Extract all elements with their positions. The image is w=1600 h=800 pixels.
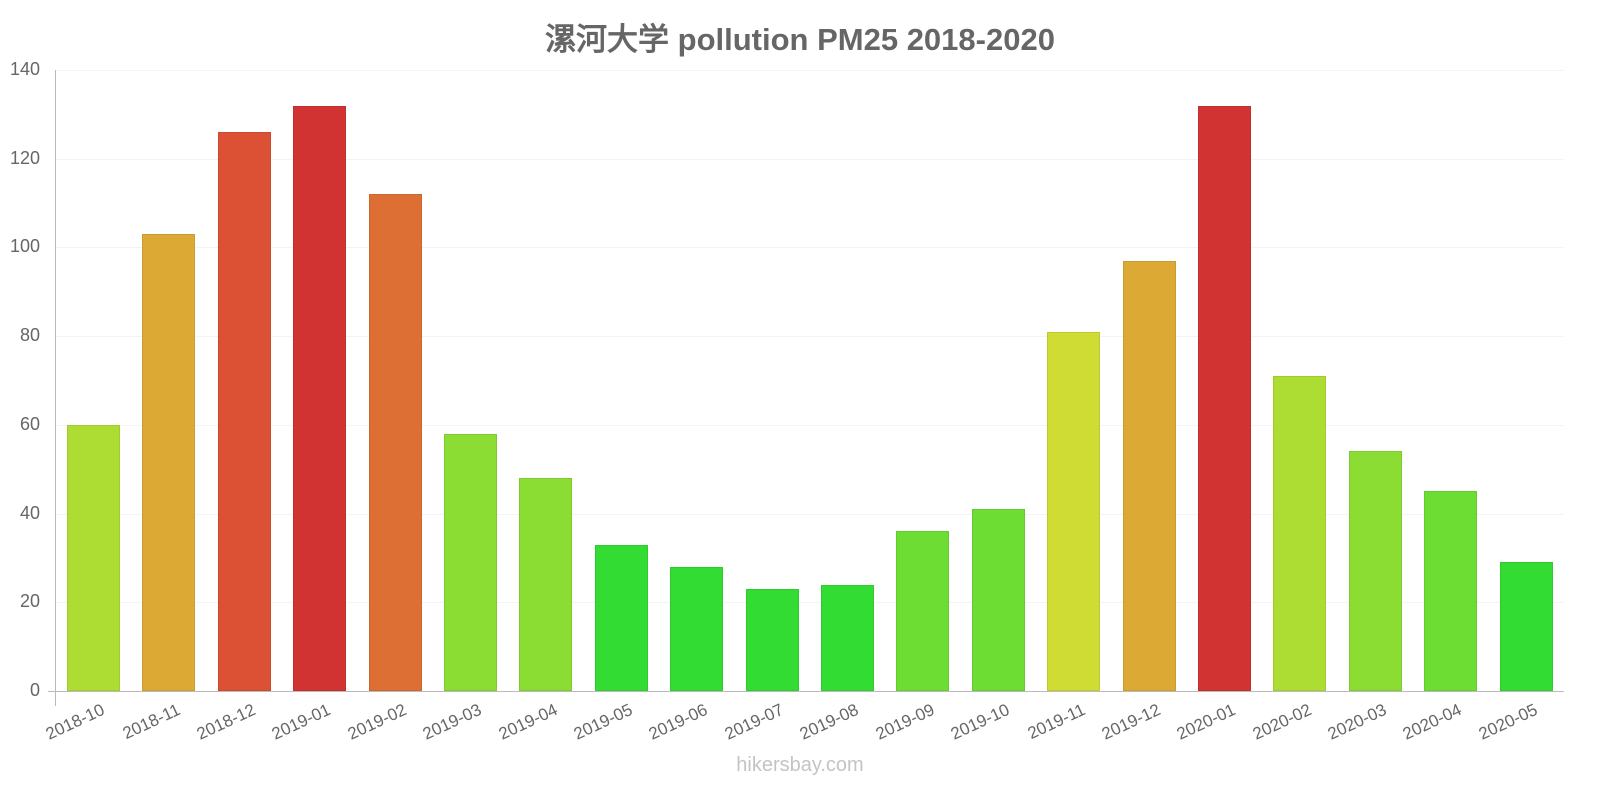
bar-2019-12[interactable] [1122, 260, 1176, 691]
plot-area [56, 70, 1564, 691]
bar-2020-05[interactable] [1499, 562, 1553, 691]
y-tick-label: 60 [19, 413, 40, 434]
x-tick-label: 2019-03 [419, 700, 485, 744]
x-tick-label: 2019-10 [947, 700, 1013, 744]
x-tick-label: 2019-01 [269, 700, 334, 744]
bar-2019-01[interactable] [293, 105, 347, 691]
x-tick-label: 2019-05 [570, 700, 636, 744]
bar-2019-07[interactable] [745, 588, 799, 691]
bar-2018-11[interactable] [142, 234, 196, 691]
y-axis-line [55, 70, 56, 706]
x-tick-label: 2019-08 [796, 700, 862, 744]
gridline [56, 513, 1564, 515]
x-tick-label: 2019-07 [721, 700, 787, 744]
x-axis-line [48, 691, 1564, 692]
y-tick-label: 140 [9, 59, 40, 79]
bar-2019-02[interactable] [368, 194, 422, 691]
y-tick-label: 0 [29, 680, 40, 700]
bar-2019-08[interactable] [821, 584, 874, 691]
x-tick-label: 2020-01 [1173, 700, 1239, 744]
gridline [56, 424, 1564, 426]
x-tick-label: 2018-12 [193, 700, 259, 744]
y-tick-label: 20 [19, 591, 40, 612]
y-tick-label: 40 [19, 502, 40, 523]
x-tick-label: 2019-04 [495, 700, 560, 744]
gridline [56, 158, 1564, 160]
x-tick-label: 2020-02 [1249, 700, 1314, 744]
bar-2019-11[interactable] [1047, 331, 1101, 691]
y-tick-label: 120 [9, 147, 40, 168]
bar-2019-03[interactable] [444, 433, 497, 691]
x-tick-label: 2019-02 [344, 700, 410, 744]
y-tick-label: 100 [9, 236, 40, 257]
x-tick-label: 2019-12 [1098, 700, 1164, 744]
x-tick-label: 2018-10 [42, 700, 108, 744]
bar-2019-06[interactable] [670, 566, 724, 691]
x-tick-label: 2020-04 [1400, 700, 1465, 744]
gridline [56, 336, 1564, 338]
bar-2018-12[interactable] [217, 132, 271, 691]
gridline [56, 602, 1564, 604]
x-tick-label: 2019-09 [872, 700, 937, 744]
y-tick-label: 80 [19, 325, 40, 346]
gridline [56, 70, 1564, 71]
x-tick-label: 2020-03 [1324, 700, 1390, 744]
x-tick-label: 2018-11 [119, 700, 183, 744]
bar-2020-01[interactable] [1198, 105, 1251, 691]
bar-2020-02[interactable] [1273, 376, 1327, 691]
bar-2018-10[interactable] [67, 424, 120, 691]
x-tick-label: 2019-11 [1024, 700, 1088, 744]
bar-2019-09[interactable] [896, 531, 950, 691]
bar-2020-03[interactable] [1348, 451, 1402, 691]
x-tick-label: 2019-06 [646, 700, 711, 744]
bar-2019-05[interactable] [594, 544, 648, 691]
gridline [56, 247, 1564, 249]
source-watermark: hikersbay.com [736, 754, 864, 776]
bar-2019-04[interactable] [519, 478, 573, 691]
chart-title: 漯河大学 pollution PM25 2018-2020 [545, 22, 1055, 57]
bar-2019-10[interactable] [971, 509, 1025, 691]
x-tick-label: 2020-05 [1475, 700, 1541, 744]
bar-2020-04[interactable] [1424, 491, 1478, 691]
